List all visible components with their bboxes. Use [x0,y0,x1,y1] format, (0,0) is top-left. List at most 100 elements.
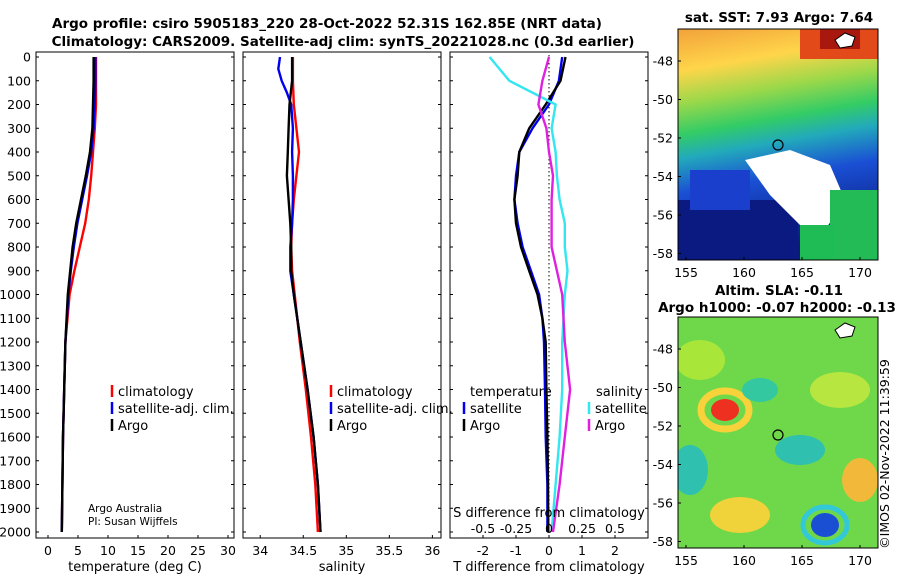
s-difference-title: S difference from climatology [453,506,645,521]
series-argo [60,57,95,533]
salinity-panel-frame [242,51,442,539]
legend-satellite: satellite-adj. clim. [337,402,453,417]
legend-satellite: satellite-adj. clim. [118,402,234,417]
map-lat-tick-label: -52 [653,419,673,434]
map-lat-tick-label: -54 [653,169,673,184]
salinity-tick-label: 35.5 [375,543,403,558]
map-lat-tick-label: -56 [653,496,673,511]
temperature-xlabel: temperature (deg C) [68,560,202,575]
series-argo [285,57,322,533]
legend-s-argo: Argo [595,419,625,434]
temperature-tick-label: 10 [100,543,116,558]
difference-tick-label: -1 [510,543,522,558]
salinity-legend: climatology satellite-adj. clim. Argo [329,385,453,434]
s-difference-tick-label: 0 [545,521,553,536]
temperature-legend: climatology satellite-adj. clim. Argo [110,385,234,434]
legend-temperature-title: temperature [470,385,552,400]
sla-map-frame [677,316,879,549]
s-difference-tick-label: -0.5 [471,521,495,536]
series-salinity-argo [537,56,572,533]
depth-tick-label: 1200 [0,335,31,350]
sst-map-title: sat. SST: 7.93 Argo: 7.64 [685,10,873,26]
sla-map-title2: Argo h1000: -0.07 h2000: -0.13 [658,300,896,316]
difference-legend: temperature salinity satellite Argo sate… [462,385,647,434]
map-lat-tick-label: -58 [653,246,673,261]
depth-tick-label: 400 [7,145,31,160]
legend-t-argo: Argo [470,419,500,434]
depth-tick-label: 1900 [0,501,31,516]
sst-map-image [678,29,878,260]
map-lon-tick-label: 165 [790,553,814,568]
legend-t-satellite: satellite [470,402,522,417]
temperature-panel-frame [35,51,235,539]
map-lat-tick-label: -48 [653,54,673,69]
map-lat-tick-label: -50 [653,380,673,395]
map-lon-tick-label: 170 [848,553,872,568]
temperature-lines [60,57,98,533]
sla-profile-marker [772,429,784,441]
sla-map-image [678,317,878,548]
map-lon-tick-label: 160 [732,265,756,280]
salinity-tick-label: 34 [252,543,268,558]
difference-tick-label: 1 [578,543,586,558]
legend-climatology: climatology [118,385,194,400]
difference-tick-label: 2 [611,543,619,558]
difference-xlabel: T difference from climatology [452,560,645,575]
salinity-tick-label: 34.5 [289,543,317,558]
title-line1: Argo profile: csiro 5905183_220 28-Oct-2… [52,16,602,32]
map-lon-tick-label: 155 [674,265,698,280]
map-lat-tick-label: -56 [653,208,673,223]
map-lat-tick-label: -52 [653,131,673,146]
series-salinity-satellite [488,56,569,533]
series-temperature-argo [513,56,567,533]
legend-argo: Argo [337,419,367,434]
temperature-tick-label: 30 [220,543,236,558]
map-lon-tick-label: 160 [732,553,756,568]
sst-profile-marker [772,139,784,151]
salinity-x-axis: 34 34.5 35 35.5 36 [252,535,440,558]
legend-argo: Argo [118,419,148,434]
depth-tick-label: 900 [7,263,31,278]
series-temperature-satellite [513,56,564,532]
salinity-tick-label: 35 [338,543,354,558]
difference-tick-label: -2 [477,543,489,558]
temperature-tick-label: 5 [74,543,82,558]
s-difference-tick-label: 0.5 [605,521,625,536]
depth-tick-label: 1600 [0,430,31,445]
map-lon-tick-label: 165 [790,265,814,280]
legend-climatology: climatology [337,385,413,400]
depth-tick-label: 300 [7,121,31,136]
salinity-tick-label: 36 [424,543,440,558]
depth-tick-label: 0 [23,50,31,65]
depth-tick-label: 1500 [0,406,31,421]
copyright: ©IMOS 02-Nov-2022 11:39:59 [877,359,892,549]
s-difference-axis: -0.5 -0.25 0 0.25 0.5 [471,521,625,536]
depth-tick-label: 2000 [0,525,31,540]
depth-tick-label: 1300 [0,358,31,373]
map-lon-tick-label: 155 [674,553,698,568]
title-line2: Climatology: CARS2009. Satellite-adj cli… [52,34,635,50]
temperature-tick-label: 15 [130,543,146,558]
depth-tick-label: 1100 [0,311,31,326]
map-lat-tick-label: -48 [653,342,673,357]
depth-tick-label: 800 [7,240,31,255]
difference-tick-label: 0 [545,543,553,558]
salinity-lines [277,56,322,533]
temperature-tick-label: 25 [190,543,206,558]
temperature-tick-label: 20 [160,543,176,558]
sla-map-title1: Altim. SLA: -0.11 [715,283,843,299]
depth-tick-label: 700 [7,216,31,231]
depth-tick-label: 1700 [0,453,31,468]
depth-tick-label: 600 [7,192,31,207]
map-lat-tick-label: -50 [653,92,673,107]
depth-axis: 0 100 200 300 400 500 600 700 800 900 1000 1100 1200… [0,50,648,540]
temperature-tick-label: 0 [44,543,52,558]
credit-line2: PI: Susan Wijffels [88,516,178,528]
sst-map-frame [677,28,879,261]
s-difference-tick-label: -0.25 [500,521,532,536]
depth-tick-label: 200 [7,97,31,112]
salinity-xlabel: salinity [319,560,366,575]
